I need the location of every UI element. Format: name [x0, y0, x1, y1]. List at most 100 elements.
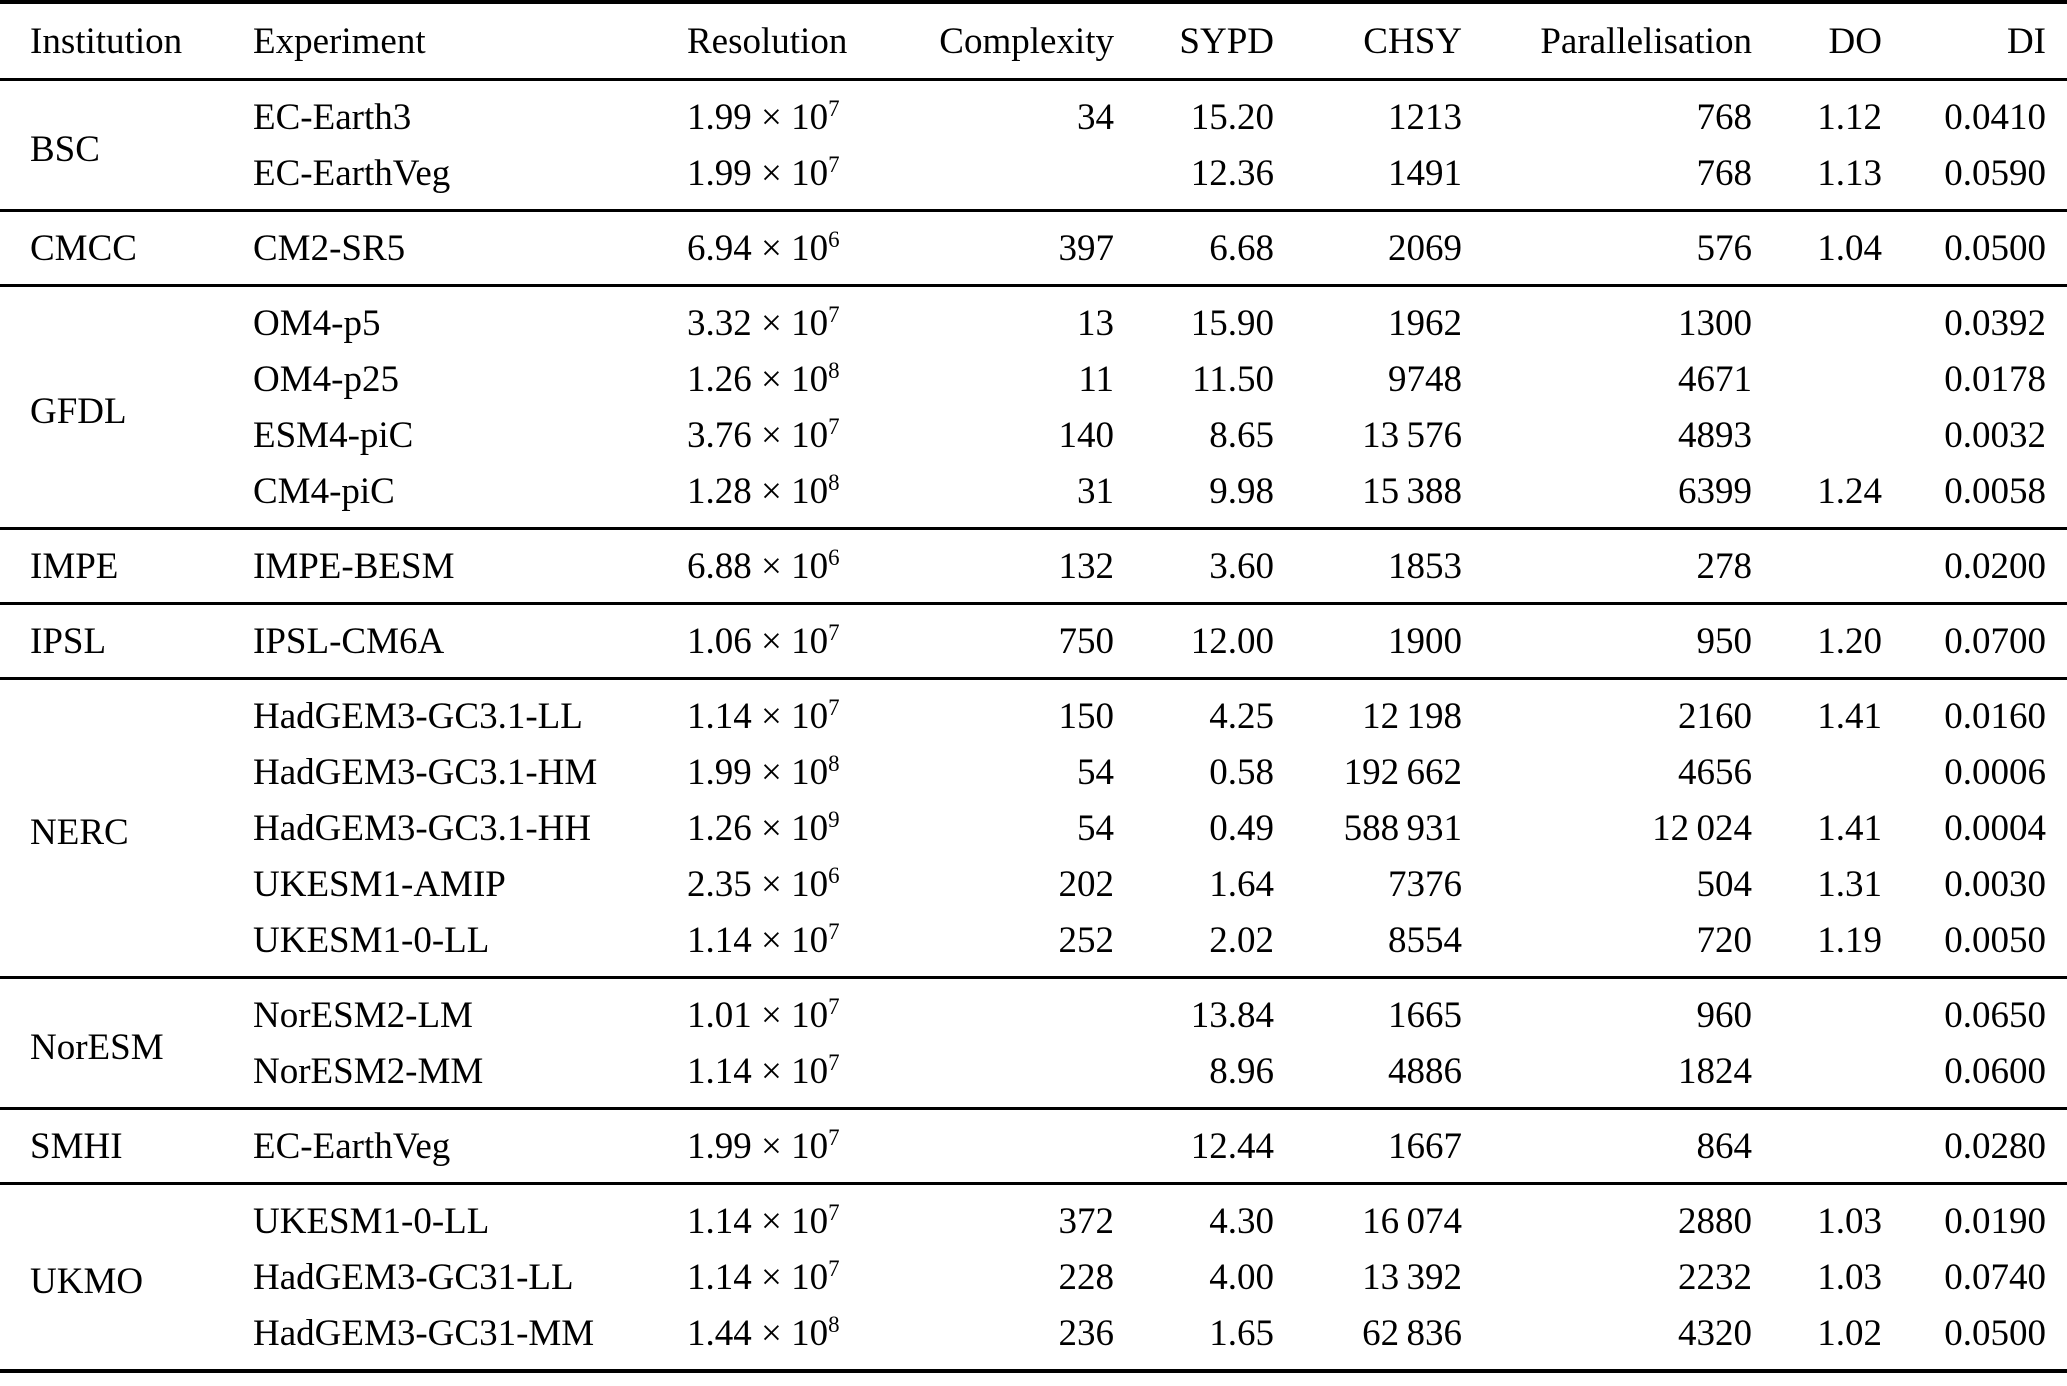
resolution-exponent: 6: [828, 862, 840, 888]
table-row: BSC EC-Earth3 1.99 × 107 34 15.20 1213 7…: [0, 80, 2067, 170]
table-row: HadGEM3-GC31-MM 1.44 × 108 236 1.65 62 8…: [0, 1305, 2067, 1371]
table-row: EC-EarthVeg 1.99 × 107 12.36 1491 768 1.…: [0, 145, 2067, 211]
cell-resolution: 1.14 × 107: [665, 1184, 905, 1250]
cell-di: 0.0058: [1944, 470, 2046, 512]
cell-experiment: HadGEM3-GC31-LL: [253, 1256, 574, 1298]
resolution-mantissa: 1.26 × 10: [687, 807, 829, 849]
cell-sypd: 12.36: [1190, 152, 1274, 194]
group-bsc: BSC EC-Earth3 1.99 × 107 34 15.20 1213 7…: [0, 79, 2067, 211]
cell-chsy: 1491: [1388, 152, 1462, 194]
table-row: UKESM1-0-LL 1.14 × 107 252 2.02 8554 720…: [0, 912, 2067, 978]
cell-experiment: HadGEM3-GC31-MM: [253, 1312, 595, 1354]
cell-do: [1758, 1109, 1888, 1184]
cell-resolution: 1.26 × 108: [665, 351, 905, 407]
cell-parallelisation: 2160: [1678, 695, 1752, 737]
cell-resolution: 6.88 × 106: [665, 529, 905, 604]
cell-complexity: [905, 1109, 1120, 1184]
cell-sypd: 0.58: [1209, 751, 1274, 793]
cell-parallelisation: 2880: [1678, 1200, 1752, 1242]
cell-complexity: 11: [1078, 358, 1114, 400]
cell-do: [1758, 1043, 1888, 1109]
col-header-institution: Institution: [30, 20, 183, 62]
group-gfdl: GFDL OM4-p5 3.32 × 107 13 15.90 1962 130…: [0, 285, 2067, 529]
cell-resolution: 1.44 × 108: [665, 1305, 905, 1371]
cell-experiment: UKESM1-0-LL: [253, 1200, 490, 1242]
resolution-mantissa: 1.01 × 10: [687, 994, 829, 1036]
cell-do: 1.03: [1817, 1200, 1882, 1242]
resolution-exponent: 7: [828, 151, 840, 177]
cell-do: 1.41: [1817, 807, 1882, 849]
cell-do: 1.04: [1817, 227, 1882, 269]
cell-complexity: 397: [1058, 227, 1115, 269]
cell-institution: CMCC: [30, 227, 137, 269]
cell-parallelisation: 950: [1696, 620, 1753, 662]
cell-complexity: [905, 978, 1120, 1044]
cell-resolution: 1.99 × 107: [665, 80, 905, 146]
cell-chsy: 588 931: [1343, 807, 1462, 849]
cell-institution: SMHI: [30, 1125, 123, 1167]
cell-parallelisation: 576: [1696, 227, 1753, 269]
cell-experiment: HadGEM3-GC3.1-HH: [253, 807, 592, 849]
cell-parallelisation: 278: [1696, 545, 1753, 587]
cell-parallelisation: 4320: [1678, 1312, 1752, 1354]
cell-sypd: 1.64: [1209, 863, 1274, 905]
cell-resolution: 1.26 × 109: [665, 800, 905, 856]
cell-experiment: NorESM2-LM: [253, 994, 473, 1036]
cell-chsy: 9748: [1388, 358, 1462, 400]
cell-experiment: UKESM1-AMIP: [253, 863, 506, 905]
cell-di: 0.0190: [1944, 1200, 2046, 1242]
cell-experiment: ESM4-piC: [253, 414, 414, 456]
table-row: CM4-piC 1.28 × 108 31 9.98 15 388 6399 1…: [0, 463, 2067, 529]
cell-complexity: [905, 1043, 1120, 1109]
resolution-mantissa: 1.99 × 10: [687, 1125, 829, 1167]
cell-complexity: 750: [1058, 620, 1115, 662]
cell-di: 0.0392: [1944, 302, 2046, 344]
cell-institution: BSC: [30, 128, 100, 170]
resolution-exponent: 8: [828, 1311, 840, 1337]
cell-parallelisation: 720: [1696, 919, 1753, 961]
resolution-exponent: 8: [828, 750, 840, 776]
table-row: HadGEM3-GC31-LL 1.14 × 107 228 4.00 13 3…: [0, 1249, 2067, 1305]
cell-experiment: HadGEM3-GC3.1-HM: [253, 751, 598, 793]
cell-chsy: 1665: [1388, 994, 1462, 1036]
cell-parallelisation: 6399: [1678, 470, 1752, 512]
cell-resolution: 1.99 × 108: [665, 744, 905, 800]
resolution-exponent: 7: [828, 918, 840, 944]
cell-do: 1.20: [1817, 620, 1882, 662]
cell-sypd: 1.65: [1209, 1312, 1274, 1354]
cell-sypd: 4.00: [1209, 1256, 1274, 1298]
resolution-mantissa: 1.14 × 10: [687, 1256, 829, 1298]
cell-chsy: 1213: [1388, 96, 1462, 138]
cell-parallelisation: 1824: [1678, 1050, 1752, 1092]
resolution-exponent: 7: [828, 413, 840, 439]
cell-chsy: 1853: [1388, 545, 1462, 587]
resolution-mantissa: 3.76 × 10: [687, 414, 829, 456]
cell-chsy: 4886: [1388, 1050, 1462, 1092]
resolution-exponent: 8: [828, 357, 840, 383]
col-header-parallelisation: Parallelisation: [1540, 20, 1752, 62]
cell-di: 0.0050: [1944, 919, 2046, 961]
resolution-mantissa: 1.99 × 10: [687, 96, 829, 138]
cell-parallelisation: 504: [1696, 863, 1753, 905]
cell-experiment: UKESM1-0-LL: [253, 919, 490, 961]
cell-do: 1.19: [1817, 919, 1882, 961]
resolution-exponent: 7: [828, 301, 840, 327]
cell-complexity: 34: [1077, 96, 1114, 138]
resolution-exponent: 7: [828, 993, 840, 1019]
cell-resolution: 1.14 × 107: [665, 1249, 905, 1305]
resolution-mantissa: 1.99 × 10: [687, 751, 829, 793]
cell-sypd: 8.96: [1209, 1050, 1274, 1092]
cell-experiment: EC-EarthVeg: [253, 152, 451, 194]
cell-di: 0.0006: [1944, 751, 2046, 793]
resolution-mantissa: 6.94 × 10: [687, 227, 829, 269]
table-row: UKESM1-AMIP 2.35 × 106 202 1.64 7376 504…: [0, 856, 2067, 912]
cell-institution: IMPE: [30, 545, 119, 587]
cell-do: [1758, 978, 1888, 1044]
resolution-mantissa: 2.35 × 10: [687, 863, 829, 905]
cell-di: 0.0200: [1944, 545, 2046, 587]
resolution-mantissa: 1.99 × 10: [687, 152, 829, 194]
header-row: Institution Experiment Resolution Comple…: [0, 2, 2067, 80]
cell-chsy: 8554: [1388, 919, 1462, 961]
resolution-mantissa: 1.14 × 10: [687, 695, 829, 737]
